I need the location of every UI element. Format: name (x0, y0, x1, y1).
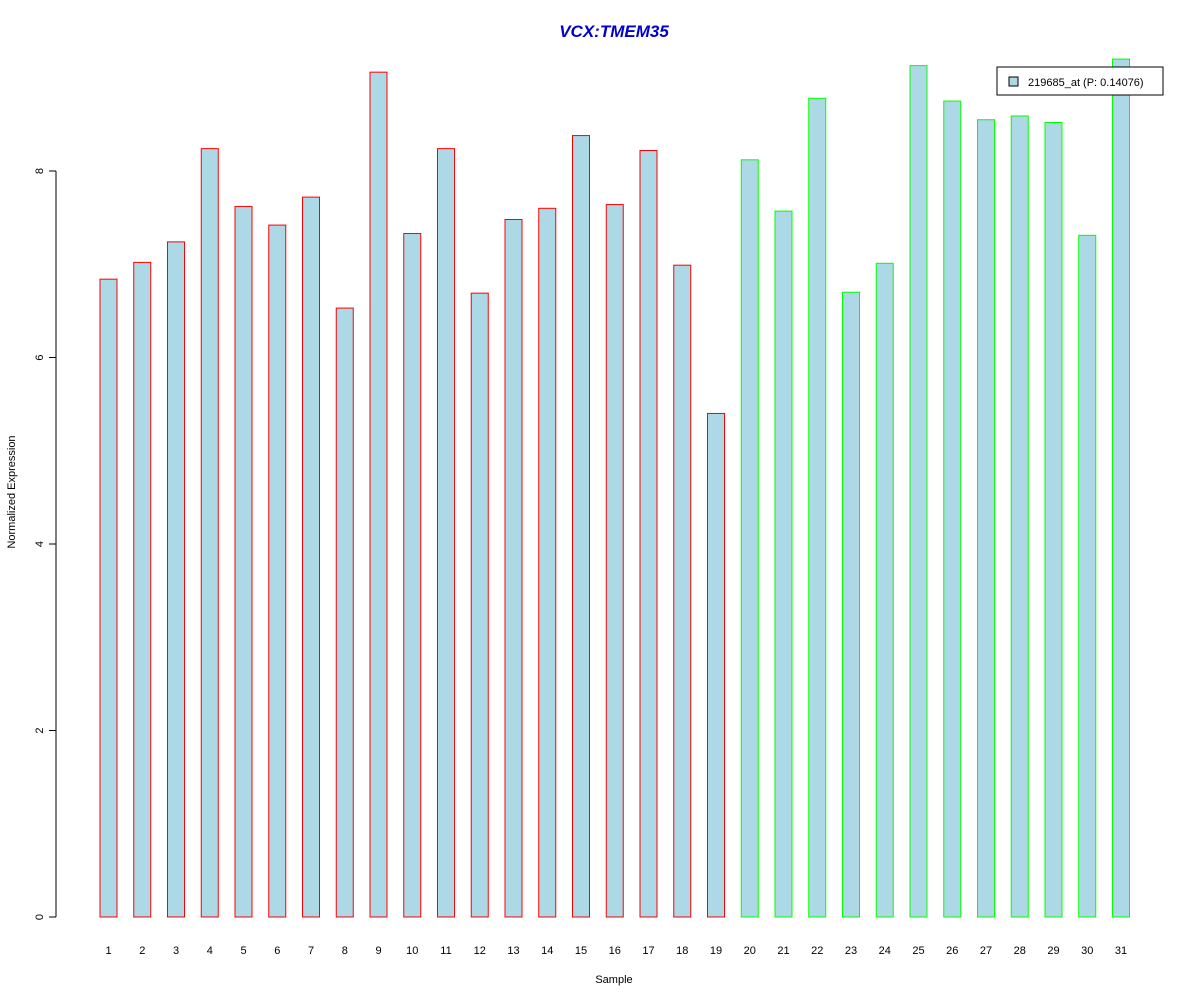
bar-sample-26 (943, 100, 962, 918)
bar-sample-11 (437, 148, 455, 918)
bar-sample-28 (1010, 115, 1029, 918)
x-tick-label: 21 (777, 945, 789, 957)
legend-label: 219685_at (P: 0.14076) (1028, 77, 1144, 89)
bar-sample-30 (1078, 234, 1097, 918)
bar-sample-23 (842, 291, 860, 918)
bar-sample-10 (403, 232, 422, 918)
x-tick-label: 24 (879, 945, 891, 957)
x-tick-label: 19 (710, 945, 722, 957)
x-tick-label: 11 (440, 945, 451, 957)
bar-sample-16 (605, 204, 624, 918)
bar-sample-14 (538, 207, 557, 918)
bar-sample-31 (1112, 58, 1130, 918)
x-tick-label: 8 (342, 945, 348, 957)
bar-sample-20 (740, 159, 759, 918)
bar-sample-22 (808, 97, 827, 918)
x-tick-label: 20 (744, 945, 756, 957)
x-tick-label: 27 (980, 945, 992, 957)
y-tick-label: 6 (34, 354, 46, 360)
bar-sample-21 (774, 210, 793, 918)
x-tick-label: 25 (912, 945, 924, 957)
x-tick-label: 9 (375, 945, 381, 957)
x-tick-label: 1 (105, 945, 111, 957)
x-tick-label: 2 (139, 945, 145, 957)
x-tick-label: 4 (207, 945, 213, 957)
legend-swatch (1008, 76, 1019, 87)
x-tick-label: 3 (173, 945, 179, 957)
bars-group (99, 58, 1130, 918)
x-tick-label: 30 (1081, 945, 1093, 957)
bar-sample-2 (133, 261, 152, 918)
x-tick-label: 17 (642, 945, 654, 957)
bar-sample-3 (167, 241, 185, 918)
y-axis: 0 2 4 6 8 (34, 168, 57, 920)
x-tick-label: 22 (811, 945, 823, 957)
bar-sample-13 (504, 218, 523, 918)
bar-sample-29 (1044, 122, 1063, 918)
x-tick-label: 10 (406, 945, 418, 957)
bar-sample-12 (470, 292, 489, 918)
legend-box (996, 66, 1164, 96)
bar-sample-9 (369, 71, 388, 918)
bar-sample-8 (335, 307, 354, 918)
bar-sample-17 (639, 149, 658, 918)
x-tick-label: 13 (507, 945, 519, 957)
bar-sample-7 (302, 196, 320, 918)
bar-sample-19 (707, 412, 725, 918)
bar-sample-18 (673, 264, 692, 918)
bar-sample-5 (234, 205, 253, 918)
bar-sample-24 (875, 262, 894, 918)
bar-sample-1 (99, 278, 118, 918)
bar-sample-27 (977, 119, 995, 918)
x-tick-label: 16 (609, 945, 621, 957)
x-tick-label: 12 (474, 945, 486, 957)
y-tick-label: 4 (34, 541, 46, 547)
x-tick-labels: 1 2 3 4 5 6 7 8 9 10 11 12 13 14 15 16 17 18 19 20 21 22 23 24 2… (105, 945, 1127, 957)
x-tick-label: 29 (1047, 945, 1059, 957)
x-tick-label: 31 (1115, 945, 1127, 957)
bar-sample-6 (268, 224, 287, 918)
x-tick-label: 28 (1014, 945, 1026, 957)
x-tick-label: 15 (575, 945, 587, 957)
x-tick-label: 26 (946, 945, 958, 957)
x-tick-label: 5 (240, 945, 246, 957)
chart-title: VCX:TMEM35 (559, 22, 669, 41)
x-tick-label: 14 (541, 945, 553, 957)
bar-sample-15 (572, 135, 590, 918)
x-tick-label: 7 (308, 945, 314, 957)
bar-sample-25 (909, 65, 928, 918)
y-tick-label: 8 (34, 168, 46, 174)
bar-sample-4 (200, 148, 219, 918)
x-tick-label: 18 (676, 945, 688, 957)
y-tick-label: 2 (34, 727, 46, 733)
x-tick-label: 23 (845, 945, 857, 957)
y-tick-label: 0 (34, 914, 46, 920)
x-tick-label: 6 (274, 945, 280, 957)
y-axis-label: Normalized Expression (6, 435, 18, 548)
x-axis-label: Sample (595, 974, 632, 986)
legend: 219685_at (P: 0.14076) (996, 66, 1164, 96)
